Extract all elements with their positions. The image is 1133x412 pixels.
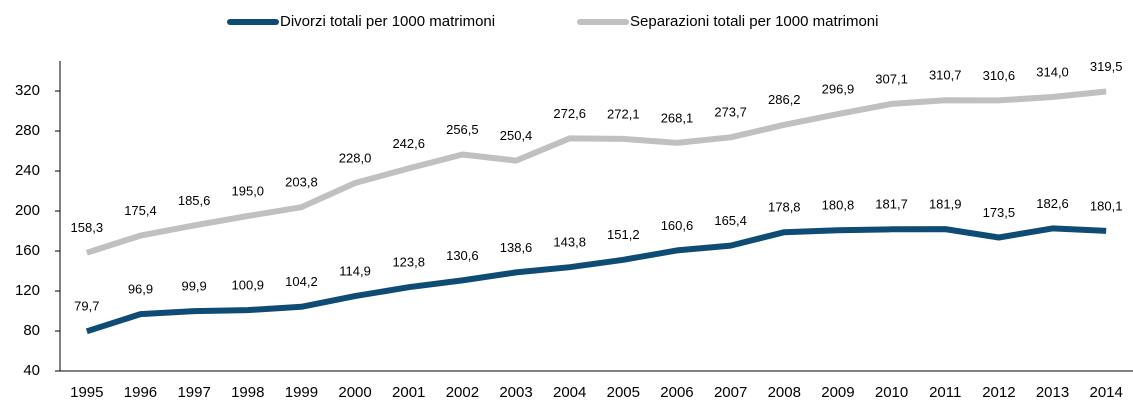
y-tick-label: 160 [15,242,40,259]
series-line [85,88,1107,256]
value-label: 319,5 [1090,59,1123,74]
x-tick-label: 1996 [124,384,157,401]
x-tick-label: 1999 [285,384,318,401]
value-label: 296,9 [822,82,855,97]
x-tick-label: 2009 [821,384,854,401]
x-tick-label: 2005 [607,384,640,401]
value-label: 158,3 [71,220,104,235]
legend-label: Separazioni totali per 1000 matrimoni [630,13,878,30]
x-tick-label: 2004 [553,384,586,401]
value-label: 143,8 [553,235,586,250]
value-label: 203,8 [285,175,318,190]
x-tick-label: 2006 [660,384,693,401]
value-label: 130,6 [446,248,479,263]
x-tick-label: 2010 [875,384,908,401]
x-tick-label: 2000 [338,384,371,401]
value-label: 180,8 [822,198,855,213]
value-label: 181,7 [875,197,908,212]
value-label: 310,7 [929,68,962,83]
x-tick-label: 2014 [1089,384,1122,401]
value-label: 96,9 [128,282,153,297]
value-label: 173,5 [983,205,1016,220]
value-label: 228,0 [339,150,372,165]
value-label: 272,6 [553,106,586,121]
x-tick-label: 2011 [929,384,961,401]
value-label: 182,6 [1036,196,1069,211]
value-label: 178,8 [768,200,801,215]
value-label: 181,9 [929,197,962,212]
y-tick-label: 320 [15,82,40,99]
value-label: 256,5 [446,122,479,137]
x-tick-label: 1995 [70,384,103,401]
value-label: 273,7 [714,105,747,120]
value-label: 195,0 [232,183,265,198]
x-tick-label: 2008 [768,384,801,401]
y-tick-label: 120 [15,282,40,299]
y-tick-label: 280 [15,122,40,139]
legend-label: Divorzi totali per 1000 matrimoni [280,13,495,30]
value-label: 104,2 [285,274,318,289]
value-label: 99,9 [181,279,206,294]
value-label: 307,1 [875,71,908,86]
value-label: 165,4 [714,213,747,228]
x-tick-label: 2007 [714,384,747,401]
y-tick-label: 40 [23,362,40,379]
value-label: 286,2 [768,92,801,107]
value-label: 123,8 [392,255,425,270]
value-label: 268,1 [661,110,694,125]
x-tick-label: 2012 [982,384,1015,401]
value-label: 272,1 [607,106,640,121]
x-tick-label: 2003 [499,384,532,401]
value-label: 79,7 [74,299,99,314]
value-label: 242,6 [392,136,425,151]
x-tick-label: 1997 [177,384,210,401]
value-label: 175,4 [124,203,157,218]
value-label: 310,6 [983,68,1016,83]
value-label: 185,6 [178,193,211,208]
value-label: 250,4 [500,128,533,143]
value-label: 100,9 [232,278,265,293]
value-label: 151,2 [607,227,640,242]
y-tick-label: 240 [15,162,40,179]
x-tick-label: 1998 [231,384,264,401]
value-label: 138,6 [500,240,533,255]
x-tick-label: 2001 [392,384,425,401]
series-line [85,225,1107,335]
x-tick-label: 2013 [1036,384,1069,401]
y-tick-label: 80 [23,322,40,339]
value-label: 314,0 [1036,64,1069,79]
y-tick-label: 200 [15,202,40,219]
x-tick-label: 2002 [446,384,479,401]
value-label: 114,9 [339,264,371,279]
value-label: 180,1 [1090,198,1123,213]
value-label: 160,6 [661,218,694,233]
